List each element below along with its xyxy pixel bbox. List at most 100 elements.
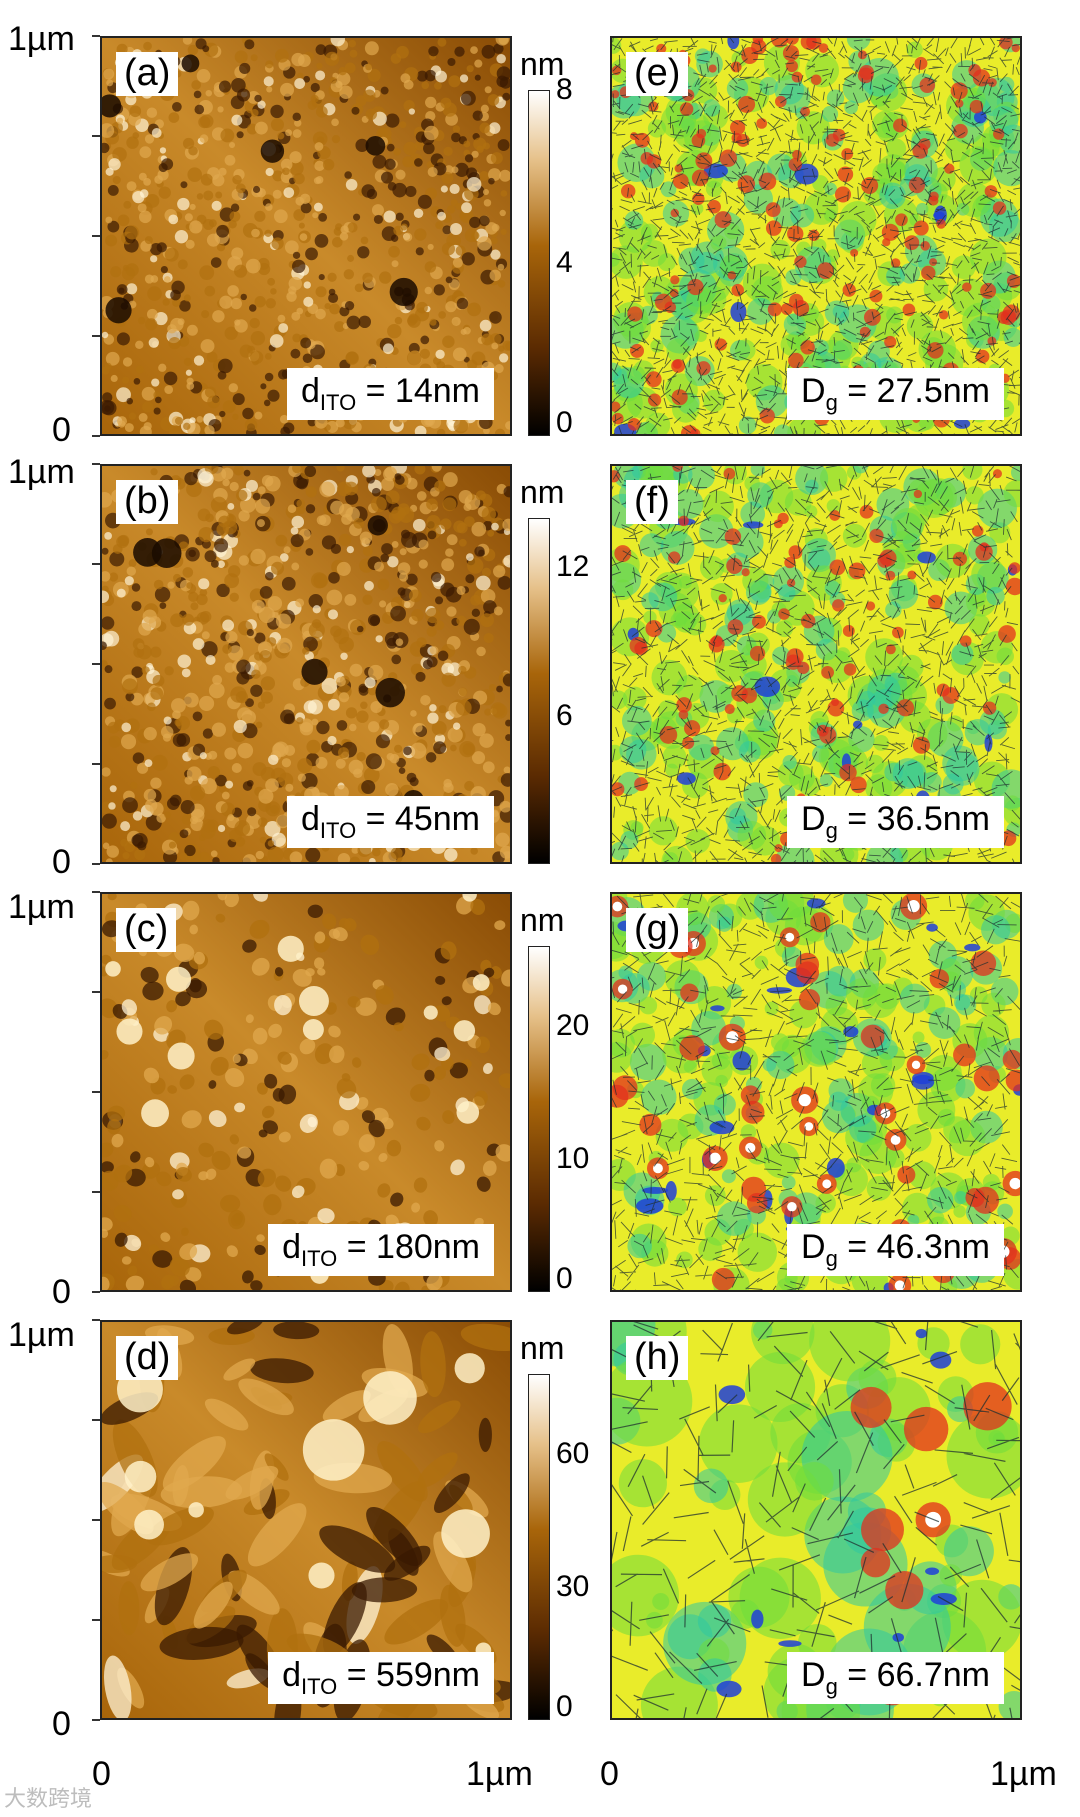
height-colorbar-4 bbox=[528, 1374, 550, 1720]
ito-thickness-readout: dITO = 14nm bbox=[287, 368, 494, 420]
colorbar-unit: nm bbox=[520, 46, 565, 82]
panel-tag: (h) bbox=[626, 1336, 689, 1380]
colorbar-tick-label: 4 bbox=[556, 246, 573, 279]
y-axis-tick-mark bbox=[92, 1191, 100, 1193]
y-axis-tick-mark bbox=[92, 435, 100, 437]
panel-tag: (b) bbox=[116, 480, 179, 524]
readout-value: = 559nm bbox=[337, 1656, 480, 1694]
colorbar-tick-label: 0 bbox=[556, 406, 573, 439]
readout-value: = 66.7nm bbox=[837, 1656, 990, 1694]
y-axis-tick-mark bbox=[92, 235, 100, 237]
height-colorbar-3 bbox=[528, 946, 550, 1292]
y-axis-tick-mark bbox=[92, 563, 100, 565]
colorbar-tick-label: 20 bbox=[556, 1008, 590, 1042]
y-axis-tick-mark bbox=[92, 763, 100, 765]
panel-tag: (c) bbox=[116, 908, 177, 952]
grain-texture-4 bbox=[612, 1322, 1020, 1718]
panel-tag: (a) bbox=[116, 52, 179, 96]
colorbar-tick-label: 8 bbox=[556, 73, 573, 106]
x-axis-end-right: 1µm bbox=[990, 1755, 1057, 1793]
height-colorbar-2 bbox=[528, 518, 550, 864]
readout-value: = 45nm bbox=[356, 800, 480, 838]
readout-subscript: g bbox=[825, 1246, 838, 1271]
y-axis-tick-mark bbox=[92, 1319, 100, 1321]
colorbar-tick-label: 12 bbox=[556, 550, 590, 584]
readout-subscript: ITO bbox=[301, 1246, 338, 1271]
panel-tag: (d) bbox=[116, 1336, 179, 1380]
grain-diameter-readout: Dg = 27.5nm bbox=[787, 368, 1004, 420]
colorbar-tick-label: 6 bbox=[556, 698, 573, 732]
readout-value: = 180nm bbox=[337, 1228, 480, 1266]
ito-thickness-readout: dITO = 559nm bbox=[268, 1652, 494, 1704]
readout-subscript: g bbox=[825, 818, 838, 843]
grain-segmentation-map-2: (f) Dg = 36.5nm bbox=[610, 464, 1022, 864]
readout-symbol: D bbox=[801, 372, 826, 410]
y-axis-tick-mark bbox=[92, 135, 100, 137]
readout-symbol: D bbox=[801, 800, 826, 838]
y-axis-tick-mark bbox=[92, 1419, 100, 1421]
readout-symbol: d bbox=[301, 372, 320, 410]
readout-value: = 36.5nm bbox=[837, 800, 990, 838]
afm-texture-4 bbox=[102, 1322, 510, 1718]
watermark: 大数跨境 bbox=[4, 1786, 93, 1811]
colorbar-tick-label: 60 bbox=[556, 1436, 590, 1470]
y-axis-tick-mark bbox=[92, 891, 100, 893]
readout-symbol: d bbox=[282, 1656, 302, 1694]
y-axis-tick-mark bbox=[92, 1719, 100, 1721]
grain-segmentation-map-3: (g) Dg = 46.3nm bbox=[610, 892, 1022, 1292]
readout-value: = 27.5nm bbox=[837, 372, 990, 410]
y-axis-tick-mark bbox=[92, 991, 100, 993]
colorbar-unit: nm bbox=[520, 902, 565, 938]
y-axis-tick-mark bbox=[92, 1619, 100, 1621]
readout-subscript: ITO bbox=[301, 1674, 338, 1699]
readout-subscript: g bbox=[825, 390, 838, 415]
grain-diameter-readout: Dg = 46.3nm bbox=[787, 1224, 1004, 1276]
colorbar-unit: nm bbox=[520, 1330, 565, 1366]
colorbar-tick-label: 0 bbox=[556, 1690, 573, 1723]
y-axis-top-label-row4: 1µm bbox=[8, 1316, 75, 1354]
y-axis-zero-label-row2: 0 bbox=[52, 843, 71, 881]
x-axis-start-left: 0 bbox=[92, 1755, 111, 1793]
readout-subscript: g bbox=[825, 1674, 838, 1699]
y-axis-top-label-row3: 1µm bbox=[8, 888, 75, 926]
panel-tag: (g) bbox=[626, 908, 689, 952]
y-axis-top-label-row1: 1µm bbox=[8, 20, 75, 58]
y-axis-zero-label-row4: 0 bbox=[52, 1705, 71, 1743]
readout-symbol: D bbox=[801, 1228, 826, 1266]
grain-diameter-readout: Dg = 66.7nm bbox=[787, 1652, 1004, 1704]
afm-height-map-4: (d) dITO = 559nm bbox=[100, 1320, 512, 1720]
y-axis-tick-mark bbox=[92, 463, 100, 465]
y-axis-tick-mark bbox=[92, 863, 100, 865]
readout-symbol: d bbox=[282, 1228, 302, 1266]
panel-tag: (f) bbox=[626, 480, 678, 524]
grain-diameter-readout: Dg = 36.5nm bbox=[787, 796, 1004, 848]
colorbar-unit: nm bbox=[520, 474, 565, 510]
y-axis-tick-mark bbox=[92, 1091, 100, 1093]
y-axis-zero-label-row3: 0 bbox=[52, 1273, 71, 1311]
afm-height-map-1: (a) dITO = 14nm bbox=[100, 36, 512, 436]
y-axis-tick-mark bbox=[92, 335, 100, 337]
y-axis-zero-label-row1: 0 bbox=[52, 411, 71, 449]
afm-height-map-3: (c) dITO = 180nm bbox=[100, 892, 512, 1292]
x-axis-end-left: 1µm bbox=[466, 1755, 533, 1793]
ito-thickness-readout: dITO = 180nm bbox=[268, 1224, 494, 1276]
y-axis-tick-mark bbox=[92, 1291, 100, 1293]
height-colorbar-1 bbox=[528, 90, 550, 436]
y-axis-tick-mark bbox=[92, 35, 100, 37]
readout-value: = 14nm bbox=[356, 372, 480, 410]
colorbar-tick-label: 10 bbox=[556, 1141, 590, 1175]
y-axis-top-label-row2: 1µm bbox=[8, 453, 75, 491]
ito-thickness-readout: dITO = 45nm bbox=[287, 796, 494, 848]
grain-segmentation-map-4: (h) Dg = 66.7nm bbox=[610, 1320, 1022, 1720]
readout-value: = 46.3nm bbox=[837, 1228, 990, 1266]
y-axis-tick-mark bbox=[92, 663, 100, 665]
x-axis-start-right: 0 bbox=[600, 1755, 619, 1793]
readout-subscript: ITO bbox=[319, 390, 357, 415]
colorbar-tick-label: 30 bbox=[556, 1569, 590, 1603]
grain-segmentation-map-1: (e) Dg = 27.5nm bbox=[610, 36, 1022, 436]
readout-symbol: D bbox=[801, 1656, 826, 1694]
colorbar-tick-label: 0 bbox=[556, 1262, 573, 1295]
readout-symbol: d bbox=[301, 800, 320, 838]
y-axis-tick-mark bbox=[92, 1519, 100, 1521]
afm-height-map-2: (b) dITO = 45nm bbox=[100, 464, 512, 864]
